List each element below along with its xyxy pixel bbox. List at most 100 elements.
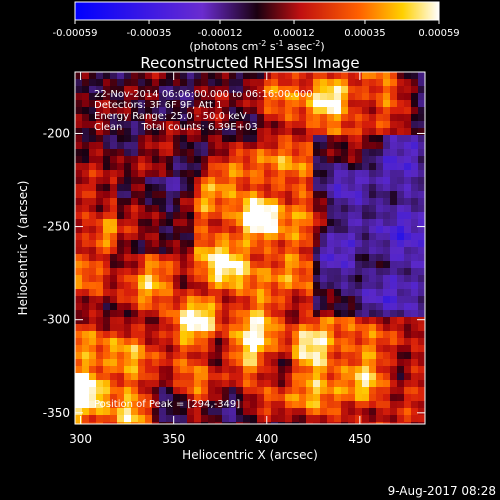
heatmap-cell (362, 114, 369, 121)
heatmap-cell (201, 317, 208, 324)
heatmap-cell (208, 100, 215, 107)
heatmap-cell (152, 282, 159, 289)
heatmap-cell (236, 233, 243, 240)
heatmap-cell (131, 247, 138, 254)
heatmap-cell (271, 380, 278, 387)
heatmap-cell (159, 177, 166, 184)
heatmap-cell (124, 205, 131, 212)
heatmap-cell (383, 352, 390, 359)
heatmap-cell (355, 170, 362, 177)
heatmap-cell (208, 184, 215, 191)
heatmap-cell (138, 268, 145, 275)
heatmap-cell (341, 331, 348, 338)
heatmap-cell (159, 261, 166, 268)
heatmap-cell (383, 310, 390, 317)
heatmap-cell (271, 345, 278, 352)
heatmap-cell (341, 79, 348, 86)
heatmap-cell (229, 310, 236, 317)
annotation-line: Clean Total counts: 6.39E+03 (94, 122, 258, 133)
heatmap-cell (145, 387, 152, 394)
heatmap-cell (243, 226, 250, 233)
heatmap-cell (166, 338, 173, 345)
heatmap-cell (215, 261, 222, 268)
heatmap-cell (320, 254, 327, 261)
heatmap-cell (348, 338, 355, 345)
heatmap-cell (236, 289, 243, 296)
heatmap-cell (215, 93, 222, 100)
heatmap-cell (376, 401, 383, 408)
heatmap-cell (124, 142, 131, 149)
heatmap-cell (278, 373, 285, 380)
heatmap-cell (362, 268, 369, 275)
heatmap-cell (411, 303, 418, 310)
heatmap-cell (355, 303, 362, 310)
heatmap-cell (383, 198, 390, 205)
heatmap-cell (313, 198, 320, 205)
heatmap-cell (145, 282, 152, 289)
heatmap-cell (299, 198, 306, 205)
heatmap-cell (306, 331, 313, 338)
heatmap-cell (243, 233, 250, 240)
x-tick-label: 400 (255, 432, 278, 446)
heatmap-cell (110, 156, 117, 163)
heatmap-cell (327, 282, 334, 289)
heatmap-cell (166, 247, 173, 254)
heatmap-cell (103, 282, 110, 289)
heatmap-cell (257, 149, 264, 156)
heatmap-cell (299, 177, 306, 184)
heatmap-cell (250, 170, 257, 177)
heatmap-cell (82, 233, 89, 240)
heatmap-cell (103, 177, 110, 184)
heatmap-cell (187, 338, 194, 345)
heatmap-cell (390, 366, 397, 373)
heatmap-cell (229, 394, 236, 401)
heatmap-cell (110, 135, 117, 142)
heatmap-cell (411, 310, 418, 317)
heatmap-cell (131, 226, 138, 233)
heatmap-cell (257, 205, 264, 212)
heatmap-cell (180, 268, 187, 275)
heatmap-cell (138, 282, 145, 289)
heatmap-cell (320, 261, 327, 268)
heatmap-cell (418, 268, 425, 275)
heatmap-cell (159, 205, 166, 212)
heatmap-cell (194, 72, 201, 79)
heatmap-cell (166, 254, 173, 261)
heatmap-cell (180, 226, 187, 233)
heatmap-cell (320, 240, 327, 247)
heatmap-cell (278, 212, 285, 219)
heatmap-cell (138, 93, 145, 100)
heatmap-cell (404, 296, 411, 303)
heatmap-cell (299, 107, 306, 114)
heatmap-cell (411, 156, 418, 163)
heatmap-cell (264, 317, 271, 324)
heatmap-cell (327, 219, 334, 226)
heatmap-cell (96, 79, 103, 86)
heatmap-cell (110, 170, 117, 177)
heatmap-cell (103, 135, 110, 142)
colorbar-tick-label: 0.00059 (418, 28, 459, 39)
heatmap-cell (299, 93, 306, 100)
heatmap-cell (208, 275, 215, 282)
heatmap-cell (180, 338, 187, 345)
heatmap-cell (418, 359, 425, 366)
heatmap-cell (103, 93, 110, 100)
heatmap-cell (376, 219, 383, 226)
heatmap-cell (75, 422, 82, 424)
heatmap-cell (390, 219, 397, 226)
heatmap-cell (369, 373, 376, 380)
heatmap-cell (404, 303, 411, 310)
heatmap-cell (75, 373, 82, 380)
heatmap-cell (257, 191, 264, 198)
heatmap-cell (376, 275, 383, 282)
heatmap-cell (250, 296, 257, 303)
heatmap-cell (355, 268, 362, 275)
heatmap-cell (313, 282, 320, 289)
heatmap-cell (334, 317, 341, 324)
heatmap-cell (334, 156, 341, 163)
heatmap-cell (285, 128, 292, 135)
heatmap-cell (390, 240, 397, 247)
heatmap-cell (404, 408, 411, 415)
heatmap-cell (166, 149, 173, 156)
heatmap-cell (229, 163, 236, 170)
